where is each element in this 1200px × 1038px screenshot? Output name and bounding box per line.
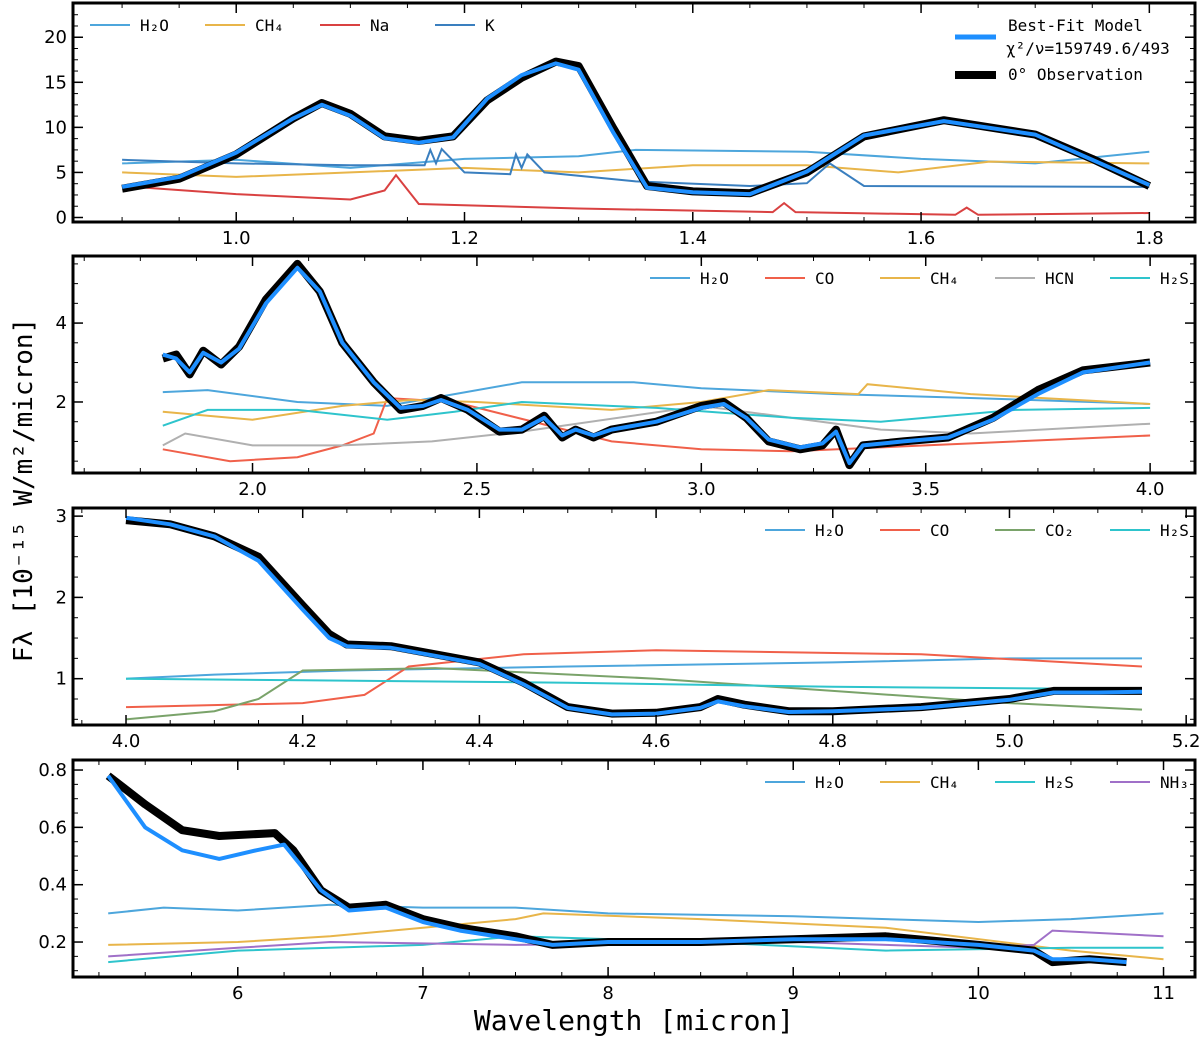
x-tick-label: 10 (967, 983, 990, 1004)
x-tick-label: 4.8 (818, 731, 847, 752)
y-tick-label: 0.4 (38, 875, 67, 896)
y-tick-label: 2 (56, 392, 67, 413)
plot-area (105, 772, 1164, 967)
legend-label-model: Best-Fit Model (1008, 16, 1143, 35)
panel-2: 2.0 2.5 3.0 3.5 4.0 2 4 H₂O CO CH₄ HCN H₂S (56, 254, 1197, 500)
panel-3: 4.0 4.2 4.4 4.6 4.8 5.0 5.2 1 2 3 H₂O CO CO₂ H₂S (56, 506, 1200, 752)
x-tick-label: 3.0 (687, 479, 716, 500)
series-line-CO₂ (125, 667, 1143, 721)
y-tick-label: 15 (44, 72, 67, 93)
x-tick-label: 4.4 (465, 731, 494, 752)
x-tick-label: 4.2 (288, 731, 317, 752)
legend-label: H₂S (1045, 773, 1074, 792)
x-tick-label: 9 (788, 983, 799, 1004)
legend-label: CO (930, 521, 949, 540)
legend-label-observation: 0° Observation (1008, 65, 1143, 84)
x-tick-label: 11 (1152, 983, 1175, 1004)
axes-frame (71, 506, 1197, 727)
x-tick-label: 1.4 (678, 228, 707, 249)
series-line-CH₄ (108, 912, 1164, 961)
x-tick-label: 5.2 (1172, 731, 1200, 752)
legend-label: H₂S (1160, 269, 1189, 288)
x-tick-label: 2.5 (463, 479, 492, 500)
x-tick-label: 7 (417, 983, 428, 1004)
plot-area (125, 515, 1143, 721)
y-tick-label: 0.8 (38, 760, 67, 781)
x-tick-label: 8 (602, 983, 613, 1004)
legend-label: CH₄ (930, 773, 959, 792)
legend-label: CO₂ (1045, 521, 1074, 540)
axes-frame (71, 254, 1197, 475)
series-line-H₂O (125, 657, 1142, 680)
x-tick-label: 4.0 (112, 731, 141, 752)
legend-label-chi2: χ²/ν=159749.6/493 (1006, 39, 1170, 58)
y-tick-label: 1 (56, 669, 67, 690)
legend-label: CO (815, 269, 834, 288)
observation-line (161, 259, 1151, 470)
y-tick-label: 4 (56, 313, 67, 334)
y-tick-label: 5 (56, 162, 67, 183)
series-line-CH₄ (162, 383, 1151, 421)
x-tick-label: 1.6 (907, 228, 936, 249)
panel-1: 1.0 1.2 1.4 1.6 1.8 0 5 10 15 20 H₂O CH₄ Na K Best-Fit… (44, 1, 1197, 249)
axes-frame (71, 1, 1197, 224)
model-line (106, 774, 1127, 965)
observation-line (105, 772, 1127, 967)
y-tick-label: 0.2 (38, 932, 67, 953)
y-tick-label: 0 (56, 207, 67, 228)
legend-label: CH₄ (930, 269, 959, 288)
panel-4: 6 7 8 9 10 11 0.2 0.4 0.6 0.8 H₂O CH₄ H₂S NH₃ (38, 758, 1197, 1004)
legend-label: H₂O (140, 16, 169, 35)
legend-label: K (485, 16, 495, 35)
y-tick-label: 2 (56, 587, 67, 608)
plot-area (161, 259, 1151, 470)
series-line-H₂O (162, 381, 1151, 407)
model-line (125, 515, 1143, 717)
x-tick-label: 6 (232, 983, 243, 1004)
legend-label: HCN (1045, 269, 1074, 288)
model-line (121, 61, 1151, 197)
series-line-H₂S (162, 400, 1151, 427)
series-line-H₂S (125, 677, 1143, 691)
legend-label: CH₄ (255, 16, 284, 35)
y-tick-label: 10 (44, 117, 67, 138)
legend-label: NH₃ (1160, 773, 1189, 792)
legend-label: H₂S (1160, 521, 1189, 540)
series-line-K (122, 147, 1150, 188)
x-tick-label: 5.0 (995, 731, 1024, 752)
x-tick-label: 3.5 (911, 479, 940, 500)
legend-label: H₂O (815, 773, 844, 792)
legend-label: Na (370, 16, 389, 35)
series-line-Na (122, 173, 1150, 216)
x-tick-label: 2.0 (238, 479, 267, 500)
legend-label: H₂O (815, 521, 844, 540)
axes-frame (71, 758, 1197, 979)
x-axis-label: Wavelength [micron] (474, 1004, 794, 1037)
y-axis-label: Fλ [10⁻¹⁵ W/m²/micron] (9, 318, 39, 662)
x-tick-label: 1.8 (1135, 228, 1164, 249)
x-tick-label: 1.0 (222, 228, 251, 249)
y-tick-label: 0.6 (38, 817, 67, 838)
model-line (162, 265, 1151, 466)
x-tick-label: 4.6 (642, 731, 671, 752)
y-tick-label: 3 (56, 506, 67, 527)
legend-label: H₂O (700, 269, 729, 288)
y-tick-label: 20 (44, 27, 67, 48)
x-tick-label: 4.0 (1136, 479, 1165, 500)
plot-area (121, 57, 1152, 216)
x-tick-label: 1.2 (450, 228, 479, 249)
series-line-H₂O (108, 903, 1164, 924)
